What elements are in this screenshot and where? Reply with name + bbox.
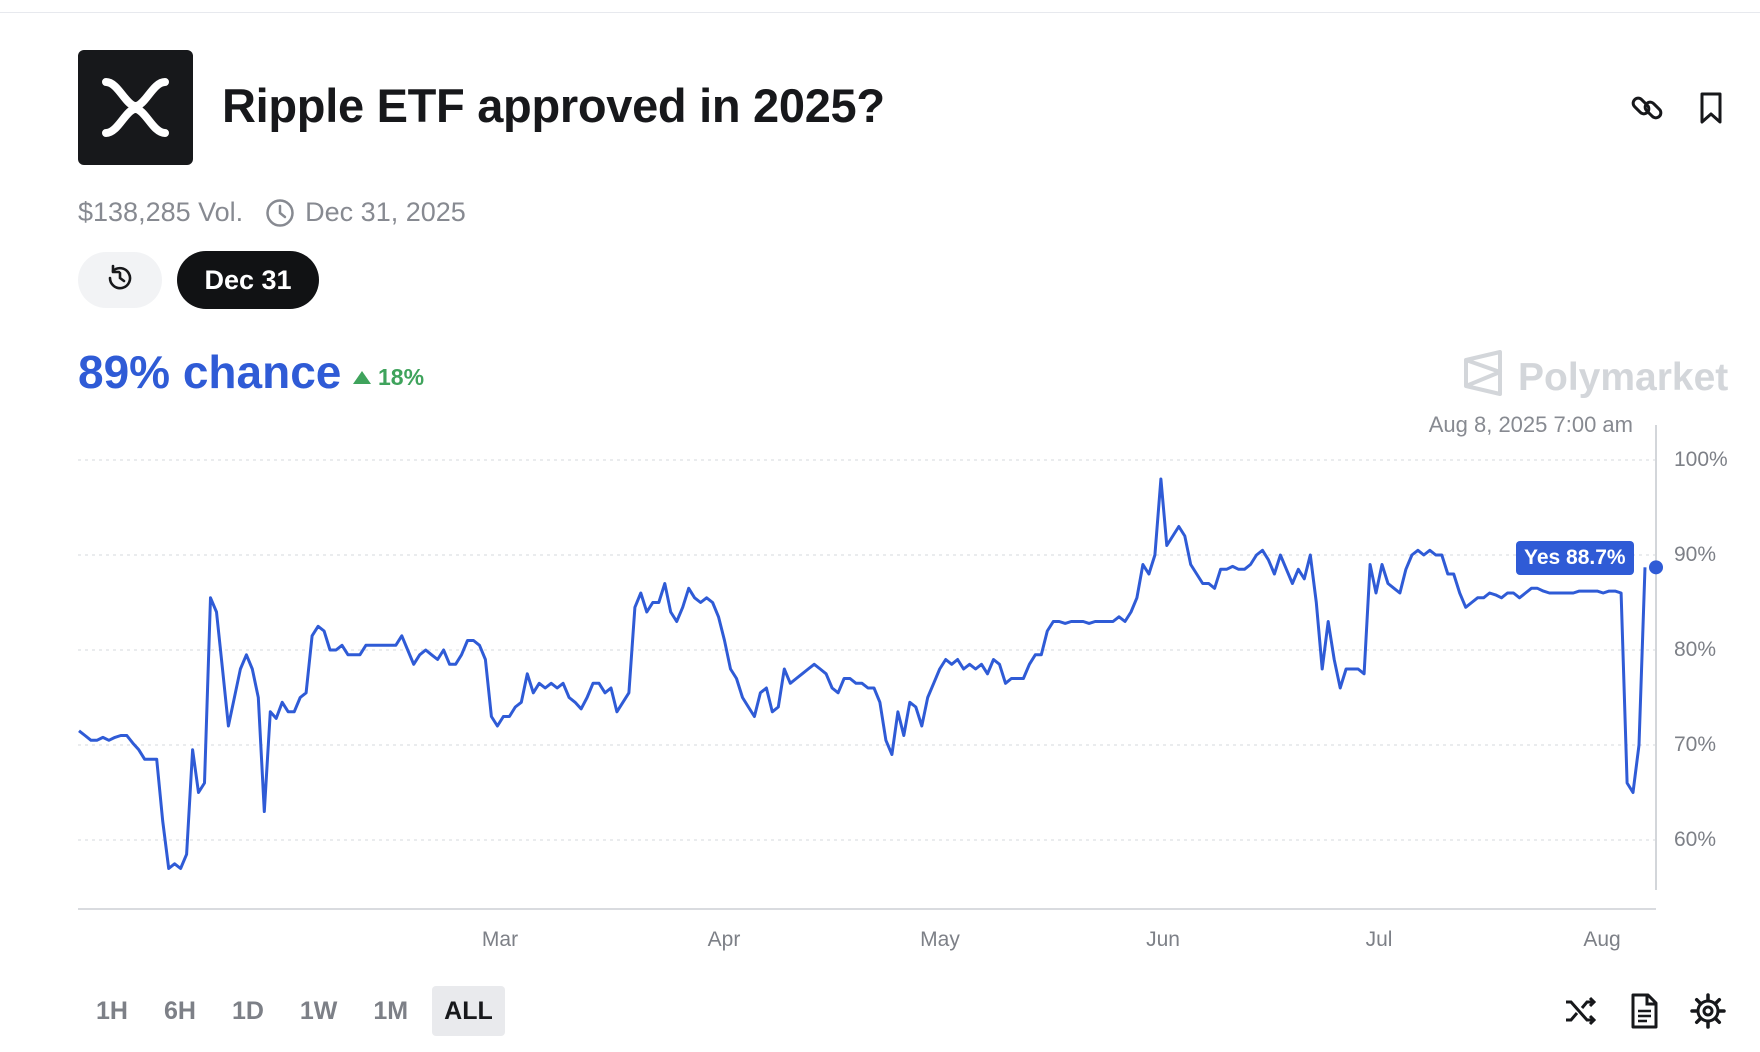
polymarket-watermark: Polymarket [1462, 350, 1728, 406]
chance-value: 89% chance [78, 346, 342, 398]
history-icon [104, 262, 136, 299]
x-tick-label: Jun [1146, 928, 1180, 951]
chance-change: 18% [353, 364, 424, 391]
top-divider [0, 12, 1760, 13]
xrp-logo-icon [78, 50, 193, 165]
range-tab-1h[interactable]: 1H [96, 996, 128, 1025]
shuffle-icon[interactable] [1559, 990, 1601, 1032]
bookmark-icon[interactable] [1691, 88, 1731, 128]
polymarket-logo-icon [1462, 350, 1504, 406]
hover-date: Aug 8, 2025 7:00 am [1428, 412, 1633, 437]
time-range-tabs: 1H 6H 1D 1W 1M ALL [84, 986, 517, 1036]
y-tick-label: 90% [1674, 543, 1717, 566]
clock-icon [265, 198, 295, 228]
brand-name: Polymarket [1518, 356, 1729, 399]
range-tab-1d[interactable]: 1D [231, 996, 264, 1025]
x-tick-label: Apr [707, 928, 741, 951]
document-icon[interactable] [1623, 990, 1665, 1032]
current-point [1649, 560, 1663, 575]
y-tick-label: 100% [1674, 448, 1728, 471]
range-tab-1m[interactable]: 1M [373, 996, 409, 1025]
range-tab-all[interactable]: ALL [432, 986, 505, 1036]
link-icon[interactable] [1627, 88, 1667, 128]
y-tick-label: 80% [1674, 638, 1717, 661]
date-tab-dec-31[interactable]: Dec 31 [177, 251, 319, 309]
y-tick-label: 60% [1674, 828, 1717, 851]
x-tick-label: Aug [1583, 928, 1621, 951]
market-meta: $138,285 Vol. Dec 31, 2025 [78, 197, 466, 228]
volume-text: $138,285 Vol. [78, 197, 244, 227]
end-date-text: Dec 31, 2025 [305, 197, 466, 227]
y-tick-label: 70% [1674, 733, 1717, 756]
gear-icon[interactable] [1687, 990, 1729, 1032]
range-tab-1w[interactable]: 1W [299, 996, 338, 1025]
series-line-yes [78, 477, 1647, 870]
range-tab-6h[interactable]: 6H [163, 996, 196, 1025]
up-arrow-icon [353, 371, 371, 384]
chart-tooltip: Yes 88.7% [1516, 541, 1634, 575]
history-button[interactable] [78, 252, 162, 308]
change-value: 18% [378, 364, 425, 390]
x-tick-label: Mar [481, 928, 519, 951]
market-title: Ripple ETF approved in 2025? [222, 79, 885, 132]
x-tick-label: Jul [1365, 928, 1393, 951]
x-tick-label: May [920, 928, 960, 951]
